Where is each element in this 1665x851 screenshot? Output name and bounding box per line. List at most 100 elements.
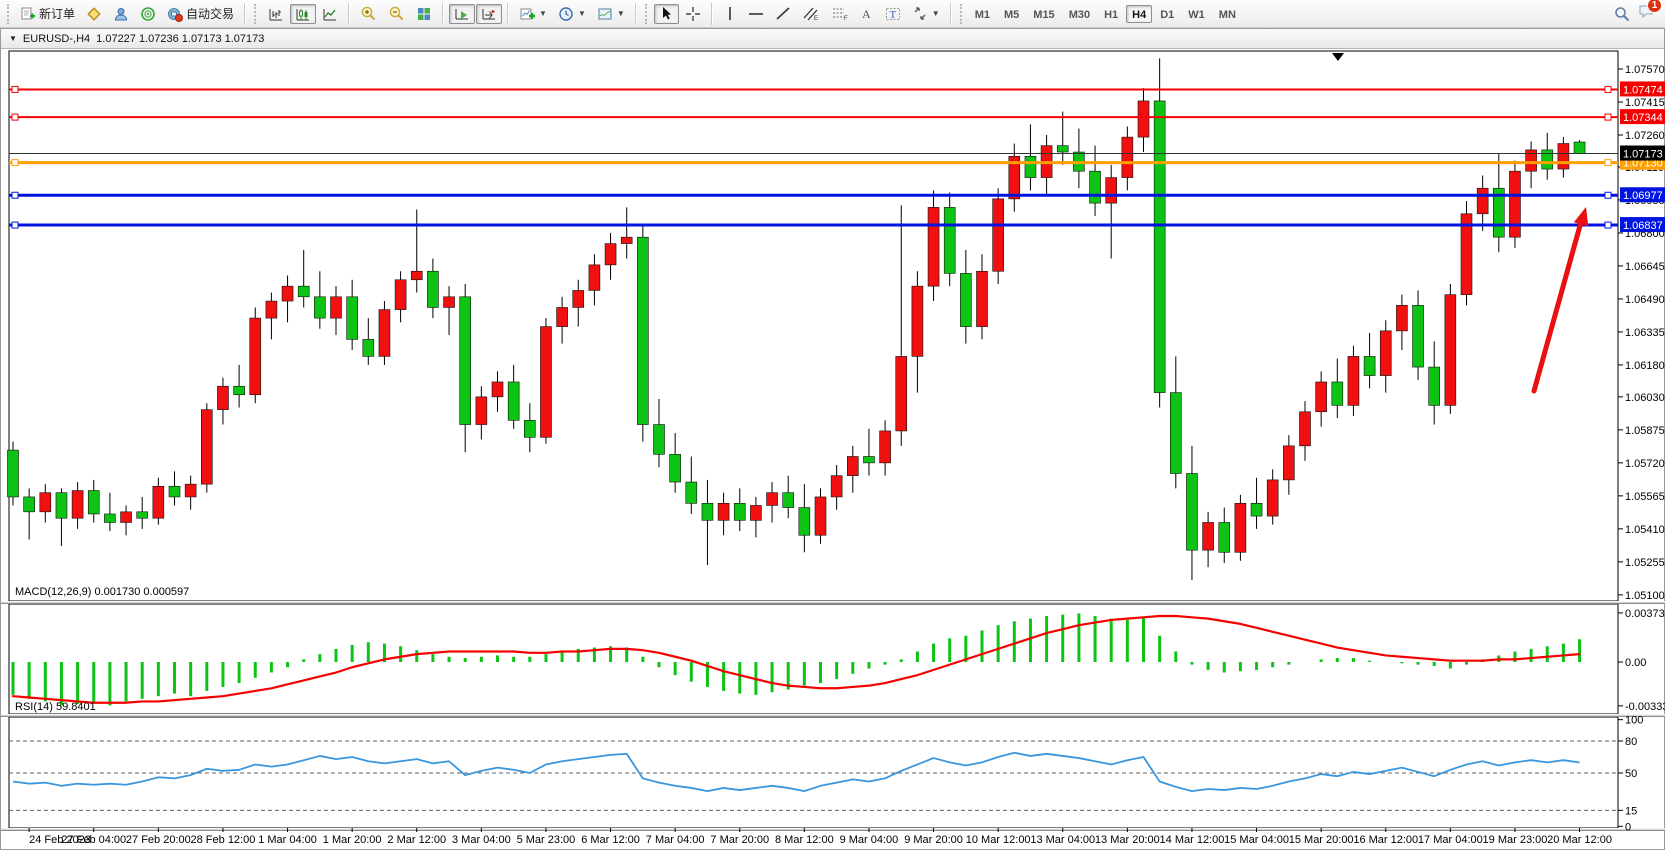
crosshair-tool-button[interactable]	[680, 4, 706, 24]
svg-text:1.06180: 1.06180	[1625, 360, 1665, 372]
svg-text:27 Feb 20:00: 27 Feb 20:00	[126, 834, 191, 846]
horizontal-line-tool-button[interactable]	[743, 4, 769, 24]
svg-text:1.07130: 1.07130	[1623, 158, 1663, 170]
svg-text:50: 50	[1625, 768, 1637, 780]
new-order-icon	[21, 7, 35, 20]
zoom-out-button[interactable]	[383, 4, 410, 24]
chart-canvas[interactable]: 1.075701.074151.072601.071101.069551.068…	[1, 49, 1665, 851]
timeframe-m30-button[interactable]: M30	[1068, 8, 1091, 21]
rsi-axis[interactable]: 100 80 50 15 0	[1618, 715, 1643, 834]
arrows-icon	[914, 6, 926, 20]
new-order-button[interactable]: 新订单	[16, 4, 80, 24]
toolbar-separator	[244, 2, 247, 25]
trend-arrow-annotation[interactable]	[1531, 207, 1589, 394]
svg-text:1.05875: 1.05875	[1625, 425, 1665, 437]
svg-text:15 Mar 20:00: 15 Mar 20:00	[1289, 834, 1354, 846]
market-watch-button[interactable]	[81, 4, 107, 24]
toolbar-grip[interactable]	[254, 3, 259, 24]
chart-symbol-period: EURUSD-,H4	[22, 32, 91, 45]
indicators-button[interactable]: ▼	[514, 4, 552, 24]
navigator-button[interactable]	[135, 4, 161, 24]
vertical-line-tool-button[interactable]	[718, 4, 742, 24]
chart-shift-marker[interactable]	[1332, 53, 1344, 61]
text-tool-button[interactable]: A	[855, 4, 879, 24]
svg-text:1.07474: 1.07474	[1623, 84, 1663, 96]
chart-shift-icon	[482, 8, 496, 19]
equidistant-channel-tool-button[interactable]: E	[797, 4, 825, 24]
arrows-tool-button[interactable]: ▼	[907, 4, 945, 24]
text-label-icon: T	[885, 7, 900, 21]
periods-button[interactable]: ▼	[553, 4, 591, 24]
timeframe-h4-button[interactable]: H4	[1126, 4, 1153, 23]
toolbar-grip[interactable]	[644, 3, 650, 24]
svg-text:19 Mar 23:00: 19 Mar 23:00	[1483, 834, 1548, 846]
macd-axis[interactable]: 0.003737 0.00 -0.003337	[1618, 608, 1665, 713]
timeframe-m1-button[interactable]: M1	[974, 8, 990, 21]
autotrading-button[interactable]: 自动交易	[162, 4, 239, 24]
svg-text:5 Mar 23:00: 5 Mar 23:00	[517, 834, 576, 846]
panel-frames	[1, 50, 1665, 831]
svg-text:16 Mar 12:00: 16 Mar 12:00	[1353, 834, 1418, 846]
svg-text:A: A	[862, 7, 871, 21]
timeframe-w1-button[interactable]: W1	[1188, 8, 1205, 21]
svg-text:F: F	[844, 16, 848, 22]
auto-scroll-button[interactable]	[449, 3, 476, 24]
timeframe-mn-button[interactable]: MN	[1218, 8, 1236, 21]
horizontal-line-1.07344[interactable]: 1.07344	[9, 109, 1665, 125]
zoom-out-icon	[389, 6, 404, 21]
svg-text:17 Mar 04:00: 17 Mar 04:00	[1418, 834, 1483, 846]
horizontal-line-1.06837[interactable]: 1.06837	[9, 217, 1665, 233]
chart-menu-triangle-icon[interactable]: ▼	[9, 34, 17, 43]
dropdown-caret: ▼	[616, 9, 625, 18]
chart-title-bar[interactable]: ▼ EURUSD-,H4 1.07227 1.07236 1.07173 1.0…	[1, 29, 1664, 49]
toolbar-separator	[710, 2, 713, 25]
chart-shift-button[interactable]	[476, 3, 503, 24]
fibonacci-icon: F	[832, 7, 848, 22]
svg-text:2 Mar 12:00: 2 Mar 12:00	[387, 834, 446, 846]
zoom-in-icon	[361, 6, 376, 21]
trendline-icon	[776, 7, 790, 20]
toolbar-grip[interactable]	[7, 3, 12, 24]
timeframe-h1-button[interactable]: H1	[1104, 8, 1119, 21]
candlesticks	[7, 58, 1586, 580]
candlestick-chart-button[interactable]	[290, 3, 317, 24]
svg-text:15 Mar 04:00: 15 Mar 04:00	[1224, 834, 1289, 846]
svg-text:1.06977: 1.06977	[1623, 190, 1663, 202]
svg-text:1.06030: 1.06030	[1625, 392, 1665, 404]
zoom-in-button[interactable]	[355, 4, 382, 24]
svg-text:1.06335: 1.06335	[1625, 327, 1665, 339]
toolbar-separator	[634, 2, 637, 25]
line-chart-button[interactable]	[317, 4, 343, 24]
toolbar-grip[interactable]	[959, 3, 965, 24]
svg-text:13 Mar 04:00: 13 Mar 04:00	[1030, 834, 1095, 846]
timeframe-m5-button[interactable]: M5	[1004, 8, 1020, 21]
navigator-icon	[141, 6, 155, 21]
svg-text:1.07344: 1.07344	[1623, 112, 1663, 124]
notification-badge: 1	[1647, 0, 1662, 13]
notifications-button[interactable]: 1	[1638, 0, 1662, 24]
fibonacci-tool-button[interactable]: F	[826, 4, 854, 24]
search-icon[interactable]	[1614, 6, 1630, 22]
vertical-line-icon	[728, 7, 731, 20]
macd-signal-line	[11, 614, 1581, 704]
tile-windows-button[interactable]	[411, 4, 437, 24]
bar-chart-icon	[269, 8, 283, 20]
bar-chart-button[interactable]	[263, 4, 289, 24]
text-label-tool-button[interactable]: T	[880, 4, 906, 24]
svg-text:1.07173: 1.07173	[1623, 149, 1663, 161]
timeframe-m15-button[interactable]: M15	[1033, 8, 1055, 21]
data-window-button[interactable]	[108, 4, 134, 24]
timeframe-d1-button[interactable]: D1	[1160, 8, 1175, 21]
svg-text:1 Mar 20:00: 1 Mar 20:00	[323, 834, 382, 846]
trendline-tool-button[interactable]	[770, 4, 796, 24]
svg-text:7 Mar 04:00: 7 Mar 04:00	[646, 834, 705, 846]
rsi-indicator-label: RSI(14) 59.8401	[15, 701, 96, 713]
horizontal-line-1.06977[interactable]: 1.06977	[9, 187, 1665, 203]
data-window-icon	[115, 7, 128, 20]
svg-text:0: 0	[1625, 821, 1631, 833]
templates-button[interactable]: ▼	[592, 4, 630, 24]
horizontal-line-1.07474[interactable]: 1.07474	[9, 81, 1665, 97]
cursor-tool-button[interactable]	[653, 3, 679, 24]
price-axis[interactable]: 1.075701.074151.072601.071101.069551.068…	[1618, 64, 1665, 602]
